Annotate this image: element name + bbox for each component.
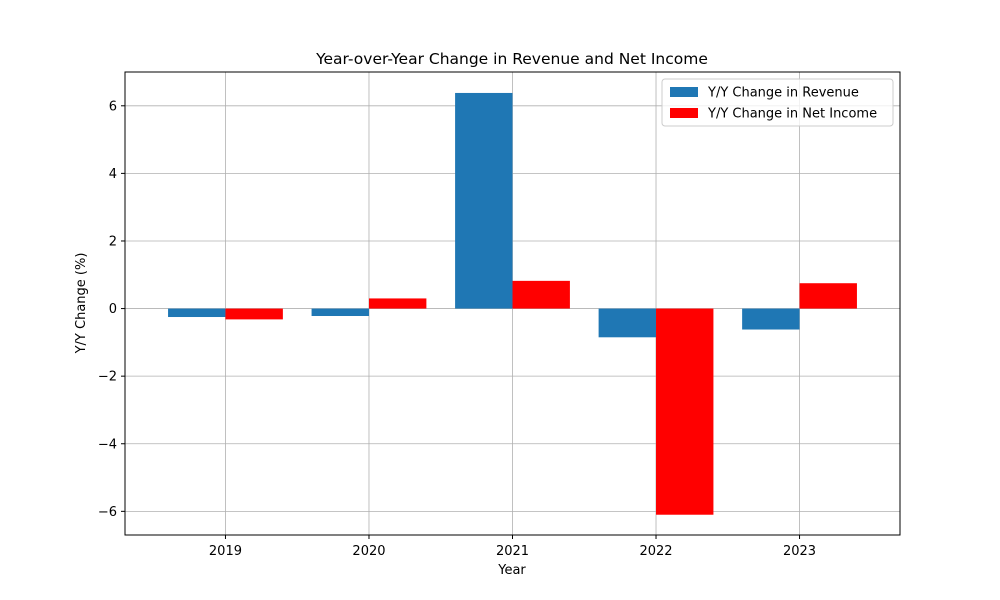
revenue-bar-2022: [598, 308, 657, 338]
x-tick-label: 2022: [639, 544, 672, 559]
axis-ticks: −6 −4 −2 0 2 4 6 2019 2020 2021 2022 2023: [98, 99, 816, 559]
legend-swatch: [670, 108, 698, 118]
chart-title: Year-over-Year Change in Revenue and Net…: [315, 50, 708, 68]
x-tick-label: 2023: [783, 544, 816, 559]
net-income-bar-2022: [656, 308, 714, 515]
y-axis-label: Y/Y Change (%): [74, 253, 89, 355]
legend: Y/Y Change in Revenue Y/Y Change in Net I…: [661, 78, 894, 127]
y-tick-label: 6: [109, 99, 117, 114]
y-tick-label: 0: [109, 302, 117, 317]
revenue-bar-2019: [168, 308, 226, 318]
net-income-bar-2023: [799, 283, 857, 309]
net-income-bar-2019: [225, 308, 283, 320]
legend-label: Y/Y Change in Net Income: [707, 107, 877, 122]
revenue-bar-2021: [455, 92, 513, 309]
net-income-bar-2020: [368, 298, 427, 309]
y-tick-label: 4: [109, 167, 117, 182]
y-tick-label: −2: [98, 370, 117, 385]
legend-label: Y/Y Change in Revenue: [707, 86, 859, 101]
x-tick-label: 2020: [352, 544, 385, 559]
y-tick-label: −6: [98, 505, 117, 520]
net-income-bar-2021: [512, 280, 570, 309]
y-tick-label: −4: [98, 437, 117, 452]
x-axis-label: Year: [497, 563, 526, 578]
revenue-bar-2020: [311, 308, 369, 317]
revenue-bar-2023: [742, 308, 800, 330]
legend-box: [661, 78, 894, 127]
bars: [168, 92, 857, 515]
x-tick-label: 2019: [209, 544, 242, 559]
y-tick-label: 2: [109, 234, 117, 249]
legend-swatch: [670, 87, 698, 97]
x-tick-label: 2021: [496, 544, 529, 559]
